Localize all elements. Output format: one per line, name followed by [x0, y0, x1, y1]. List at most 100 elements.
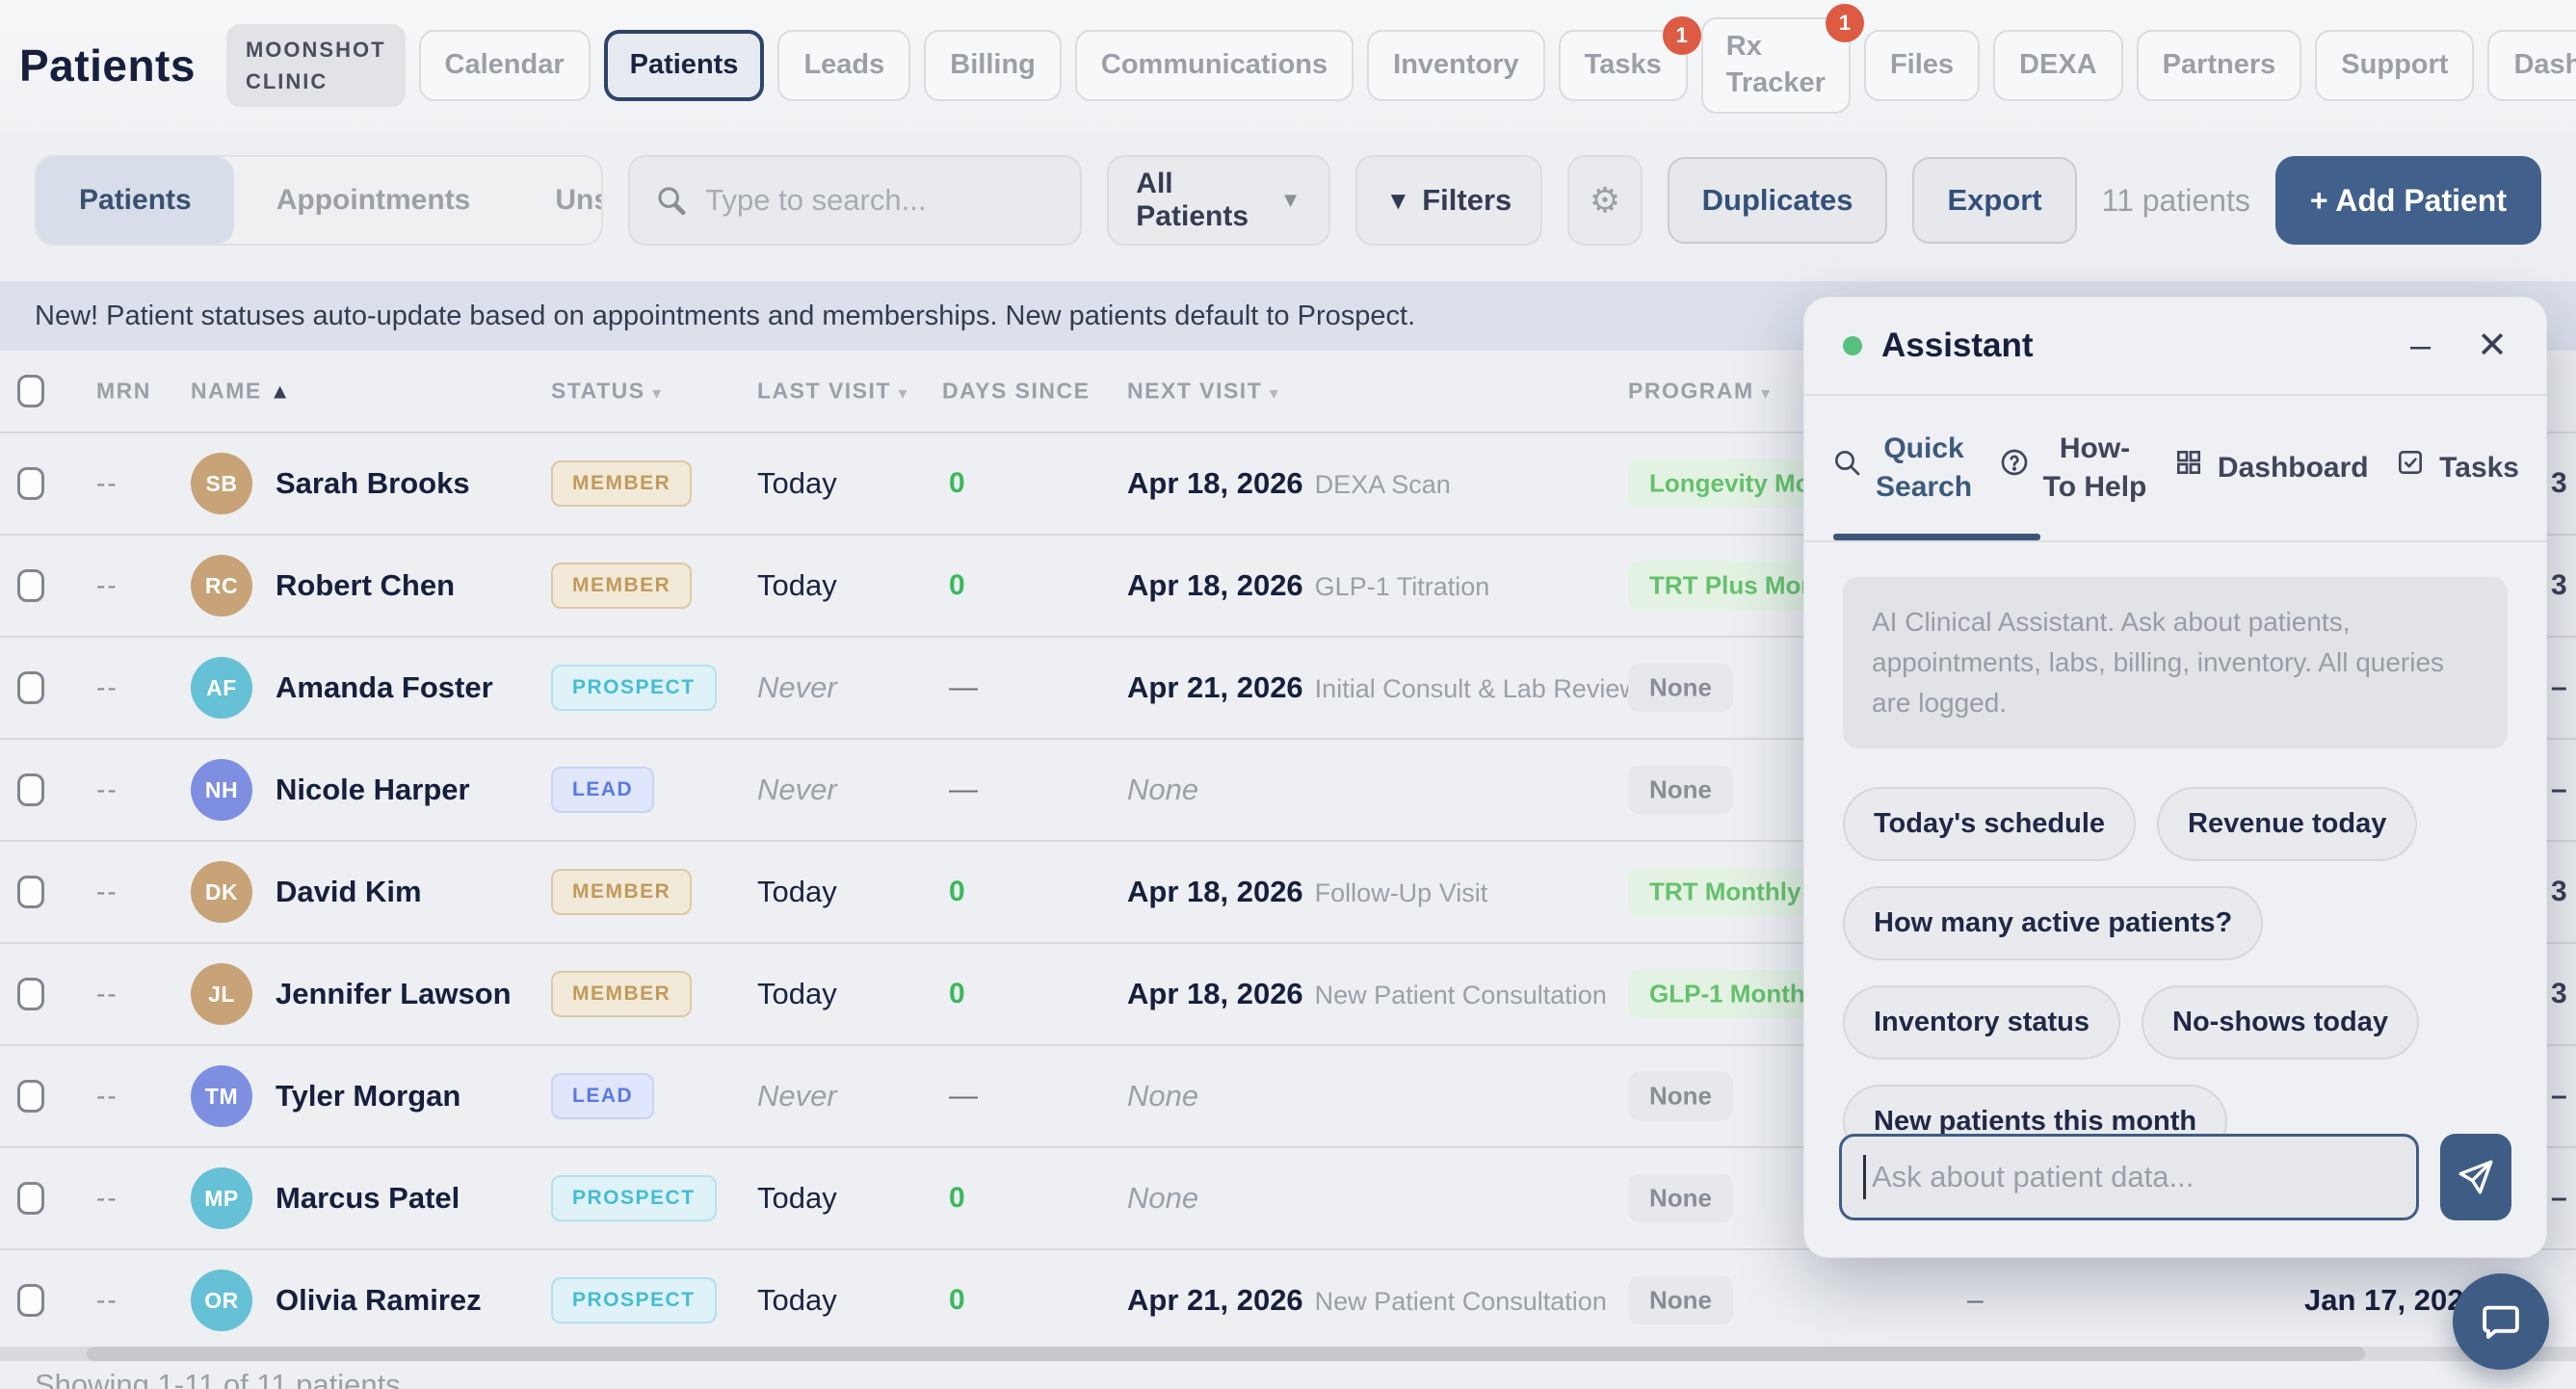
patient-filter-select[interactable]: All Patients ▼ [1107, 155, 1330, 246]
patient-name[interactable]: Robert Chen [276, 568, 455, 602]
export-button[interactable]: Export [1912, 157, 2077, 244]
nav-tab-dashboard[interactable]: Dashboard [2487, 30, 2576, 101]
top-nav: Patients MOONSHOT CLINIC Calendar Patients… [0, 0, 2576, 131]
nav-tab-partners[interactable]: Partners [2136, 30, 2302, 101]
nav-tab-dexa[interactable]: DEXA [1993, 30, 2123, 101]
search-input[interactable]: Type to search... [628, 155, 1083, 246]
program-cell: None [1628, 765, 1733, 815]
select-all-checkbox[interactable] [17, 375, 44, 407]
overflow-date-cell: Jan 17, 2026 [2304, 1283, 2481, 1317]
row-checkbox[interactable] [17, 1080, 44, 1113]
chat-fab-button[interactable] [2453, 1273, 2549, 1370]
avatar: OR [191, 1270, 252, 1331]
horizontal-scrollbar[interactable] [0, 1347, 2576, 1361]
days-since: 0 [949, 467, 965, 499]
col-status[interactable]: STATUS ▾ [551, 378, 663, 404]
last-visit: Today [757, 1181, 837, 1215]
nav-tab-tasks[interactable]: Tasks 1 [1558, 16, 1701, 101]
nav-tab-support[interactable]: Support [2315, 30, 2475, 101]
row-checkbox[interactable] [17, 876, 44, 908]
assistant-input-row: Ask about patient data... [1804, 1107, 2546, 1257]
last-visit: Never [757, 1079, 837, 1113]
assistant-tabs: Quick Search How- To Help Dashboard Tasks [1804, 396, 2546, 542]
clipped-column-fragment: 3 [2551, 467, 2567, 499]
patient-name[interactable]: Tyler Morgan [276, 1079, 461, 1113]
paper-plane-icon [2458, 1160, 2493, 1194]
table-row[interactable]: -- AF Amanda Foster PROSPECT Never — Apr… [0, 636, 2576, 738]
patient-name[interactable]: Jennifer Lawson [276, 977, 512, 1010]
duplicates-button[interactable]: Duplicates [1667, 157, 1888, 244]
assistant-tab-tasks[interactable]: Tasks [2395, 447, 2519, 489]
nav-tab-rx[interactable]: Rx Tracker 1 [1700, 4, 1864, 114]
col-program[interactable]: PROGRAM ▾ [1628, 378, 1772, 404]
mrn-cell: -- [96, 1285, 118, 1315]
row-checkbox[interactable] [17, 978, 44, 1010]
settings-button[interactable]: ⚙ [1567, 155, 1643, 246]
suggestion-chip[interactable]: Today's schedule [1843, 787, 2137, 861]
suggestion-chip[interactable]: How many active patients? [1843, 886, 2264, 960]
text-cursor [1863, 1155, 1866, 1199]
col-days-since[interactable]: DAYS SINCE [942, 378, 1091, 404]
program-cell: None [1628, 663, 1733, 713]
add-patient-button[interactable]: + Add Patient [2274, 156, 2541, 245]
toolbar-right-group: Duplicates Export 11 patients + Add Pati… [1667, 156, 2541, 245]
row-checkbox[interactable] [17, 1182, 44, 1215]
toolbar: Patients Appointments Unsigned Type to sea… [0, 144, 2576, 256]
patient-name[interactable]: David Kim [276, 875, 422, 908]
patient-name[interactable]: Olivia Ramirez [276, 1283, 482, 1317]
days-since: — [949, 671, 978, 703]
assistant-tab-quick[interactable]: Quick Search [1831, 430, 1972, 508]
filters-button[interactable]: ▼ Filters [1354, 155, 1543, 246]
nav-tab-files[interactable]: Files [1863, 30, 1981, 101]
patient-name[interactable]: Sarah Brooks [276, 466, 470, 500]
nav-tab-leads[interactable]: Leads [777, 30, 911, 101]
patient-name[interactable]: Marcus Patel [276, 1181, 460, 1215]
mrn-cell: -- [96, 570, 118, 600]
col-name[interactable]: NAME ▲ [191, 378, 293, 404]
col-mrn[interactable]: MRN [96, 378, 151, 404]
status-badge: MEMBER [551, 971, 693, 1017]
suggestion-chip[interactable]: Revenue today [2157, 787, 2418, 861]
suggestion-chip[interactable]: Inventory status [1843, 985, 2120, 1060]
assistant-tab-dashboard[interactable]: Dashboard [2173, 447, 2369, 489]
suggestion-chip[interactable]: No-shows today [2142, 985, 2419, 1060]
clipped-column-fragment: – [2551, 1182, 2567, 1214]
minimize-button[interactable]: – [2410, 326, 2431, 366]
send-button[interactable] [2440, 1134, 2511, 1220]
row-checkbox[interactable] [17, 671, 44, 704]
nav-tab-inventory[interactable]: Inventory [1367, 30, 1545, 101]
view-tab-appointments[interactable]: Appointments [276, 184, 471, 216]
row-checkbox[interactable] [17, 1284, 44, 1317]
mrn-cell: -- [96, 1081, 118, 1111]
status-badge: PROSPECT [551, 1175, 717, 1221]
notification-badge: 1 [1825, 4, 1864, 43]
table-row[interactable]: -- NH Nicole Harper LEAD Never — None No… [0, 738, 2576, 840]
status-badge: LEAD [551, 767, 655, 813]
view-tab-unsigned[interactable]: Unsigned [555, 184, 601, 216]
view-tab-patients[interactable]: Patients [37, 157, 234, 244]
patient-name[interactable]: Amanda Foster [276, 670, 493, 704]
table-row[interactable]: -- MP Marcus Patel PROSPECT Today 0 None… [0, 1146, 2576, 1248]
assistant-input[interactable]: Ask about patient data... [1839, 1134, 2419, 1220]
table-row[interactable]: -- TM Tyler Morgan LEAD Never — None Non… [0, 1044, 2576, 1146]
nav-tab-patients[interactable]: Patients [603, 30, 765, 101]
clipped-column-fragment: 3 [2551, 876, 2567, 907]
col-last-visit[interactable]: LAST VISIT ▾ [757, 378, 908, 404]
sort-icon: ▾ [898, 385, 908, 403]
mrn-cell: -- [96, 877, 118, 906]
scrollbar-thumb[interactable] [87, 1347, 2365, 1361]
close-icon[interactable]: ✕ [2477, 326, 2508, 366]
nav-tab-communications[interactable]: Communications [1074, 30, 1354, 101]
col-next-visit[interactable]: NEXT VISIT ▾ [1127, 378, 1279, 404]
row-checkbox[interactable] [17, 467, 44, 500]
row-checkbox[interactable] [17, 773, 44, 806]
nav-tab-billing[interactable]: Billing [924, 30, 1062, 101]
nav-tab-calendar[interactable]: Calendar [418, 30, 591, 101]
row-checkbox[interactable] [17, 569, 44, 602]
assistant-tab-how-[interactable]: How- To Help [1999, 430, 2146, 508]
clipped-column-fragment: 3 [2551, 978, 2567, 1009]
program-cell: None [1628, 1173, 1733, 1223]
patient-name[interactable]: Nicole Harper [276, 773, 470, 806]
table-row[interactable]: -- OR Olivia Ramirez PROSPECT Today 0 Ap… [0, 1248, 2576, 1350]
sort-icon: ▾ [652, 385, 663, 403]
